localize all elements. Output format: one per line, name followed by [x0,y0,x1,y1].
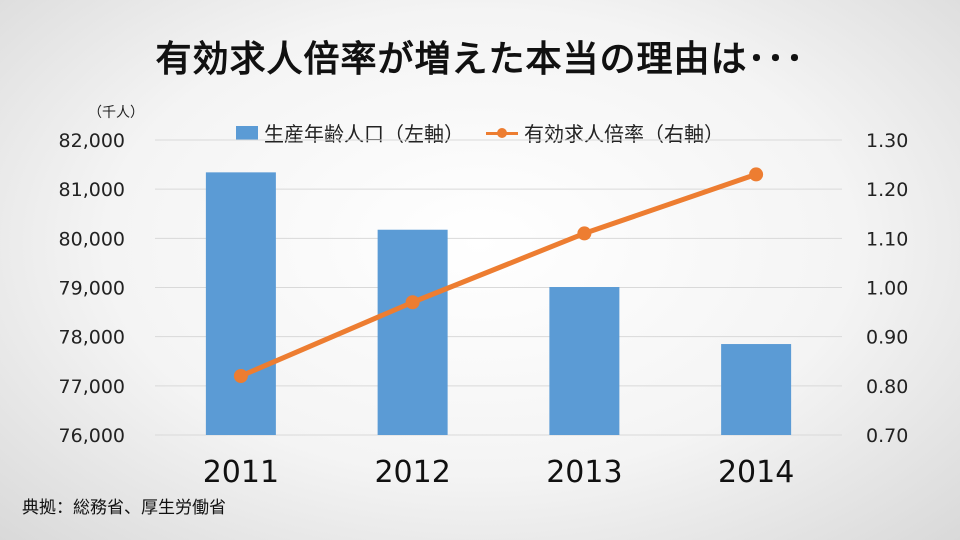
legend-item-bar: 生産年齢人口（左軸） [236,118,464,147]
y-right-tick-label: 0.70 [866,425,908,447]
bar [721,344,792,435]
y-right-tick-label: 1.30 [866,130,908,152]
legend-bar-swatch [236,125,258,140]
legend-bar-label: 生産年齢人口（左軸） [264,122,464,146]
legend-item-line: 有効求人倍率（右軸） [486,118,724,147]
x-tick-label: 2012 [374,455,450,490]
y-left-unit-label: （千人） [88,105,144,121]
line-point [577,226,592,241]
bar [205,172,276,435]
y-left-tick-label: 77,000 [59,376,125,398]
y-right-tick-label: 1.10 [866,228,908,250]
y-left-tick-label: 81,000 [59,179,125,201]
x-tick-label: 2013 [546,455,622,490]
bar [377,229,448,435]
y-right-tick-label: 1.00 [866,278,908,300]
line-point [233,369,248,383]
y-left-tick-label: 80,000 [59,228,125,250]
line-point [749,167,764,182]
legend: 生産年齢人口（左軸） 有効求人倍率（右軸） [0,118,960,147]
series-line [239,172,757,379]
x-tick-label: 2014 [718,455,794,490]
y-right-tick-label: 0.90 [866,327,908,349]
legend-line-label: 有効求人倍率（右軸） [524,122,724,146]
chart-title: 有効求人倍率が増えた本当の理由は･･･ [155,39,805,80]
x-tick-label: 2011 [203,455,279,490]
y-left-tick-label: 79,000 [59,278,125,300]
legend-line-swatch [486,126,518,140]
y-right-tick-label: 0.80 [866,376,908,398]
source-note: 典拠：総務省、厚生労働省 [22,498,226,518]
y-left-tick-label: 78,000 [59,327,125,349]
y-left-tick-label: 82,000 [59,130,125,152]
y-right-tick-label: 1.20 [866,179,908,201]
y-left-tick-label: 76,000 [59,425,125,447]
line-point [405,295,420,310]
bar [549,287,620,435]
